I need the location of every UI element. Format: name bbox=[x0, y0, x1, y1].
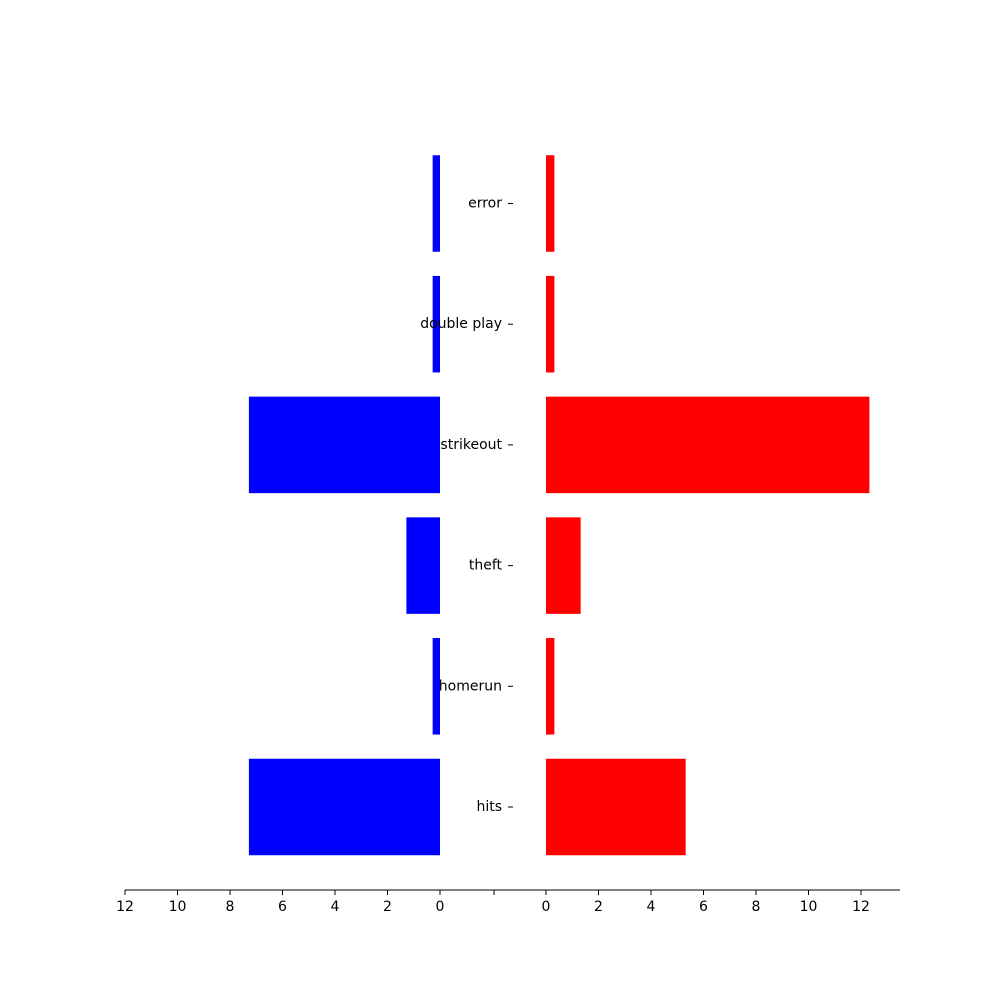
x-axis: 12 10 8 6 4 2 0 0 2 4 6 8 10 12 bbox=[116, 889, 900, 915]
bar-left-theft bbox=[406, 517, 440, 614]
x-tick-label-left-4: 4 bbox=[331, 899, 340, 915]
bar-right-error bbox=[546, 155, 555, 252]
category-labels: error double play strikeout theft homerun hit… bbox=[420, 196, 513, 815]
x-tick-label-left-6: 6 bbox=[278, 899, 287, 915]
x-tick-label-right-10: 10 bbox=[800, 899, 818, 915]
bar-left-error bbox=[432, 155, 440, 252]
bar-left-strikeout bbox=[248, 396, 440, 494]
bar-left-hits bbox=[248, 758, 440, 856]
bar-right-theft bbox=[546, 517, 581, 614]
x-tick-label-right-6: 6 bbox=[699, 899, 708, 915]
bar-right-strikeout bbox=[546, 396, 870, 494]
category-label-theft: theft bbox=[469, 558, 503, 574]
bar-right-homerun bbox=[546, 638, 555, 735]
category-label-error: error bbox=[468, 196, 502, 212]
category-label-double-play: double play bbox=[420, 316, 502, 332]
category-label-hits: hits bbox=[476, 799, 502, 815]
x-tick-label-left-8: 8 bbox=[226, 899, 235, 915]
category-label-homerun: homerun bbox=[439, 678, 502, 694]
x-tick-label-left-10: 10 bbox=[169, 899, 187, 915]
x-tick-label-right-0: 0 bbox=[542, 899, 551, 915]
x-tick-label-right-12: 12 bbox=[852, 899, 870, 915]
left-bars bbox=[248, 155, 440, 856]
x-tick-label-left-12: 12 bbox=[116, 899, 134, 915]
x-tick-label-right-8: 8 bbox=[752, 899, 761, 915]
x-tick-label-right-4: 4 bbox=[647, 899, 656, 915]
bar-right-hits bbox=[546, 758, 686, 856]
right-bars bbox=[546, 155, 870, 856]
x-tick-label-left-2: 2 bbox=[383, 899, 392, 915]
bar-left-double-play bbox=[432, 275, 440, 373]
bar-left-homerun bbox=[432, 638, 440, 735]
bar-right-double-play bbox=[546, 275, 555, 373]
category-label-strikeout: strikeout bbox=[440, 437, 502, 453]
x-tick-label-right-2: 2 bbox=[594, 899, 603, 915]
x-tick-label-left-0: 0 bbox=[436, 899, 445, 915]
